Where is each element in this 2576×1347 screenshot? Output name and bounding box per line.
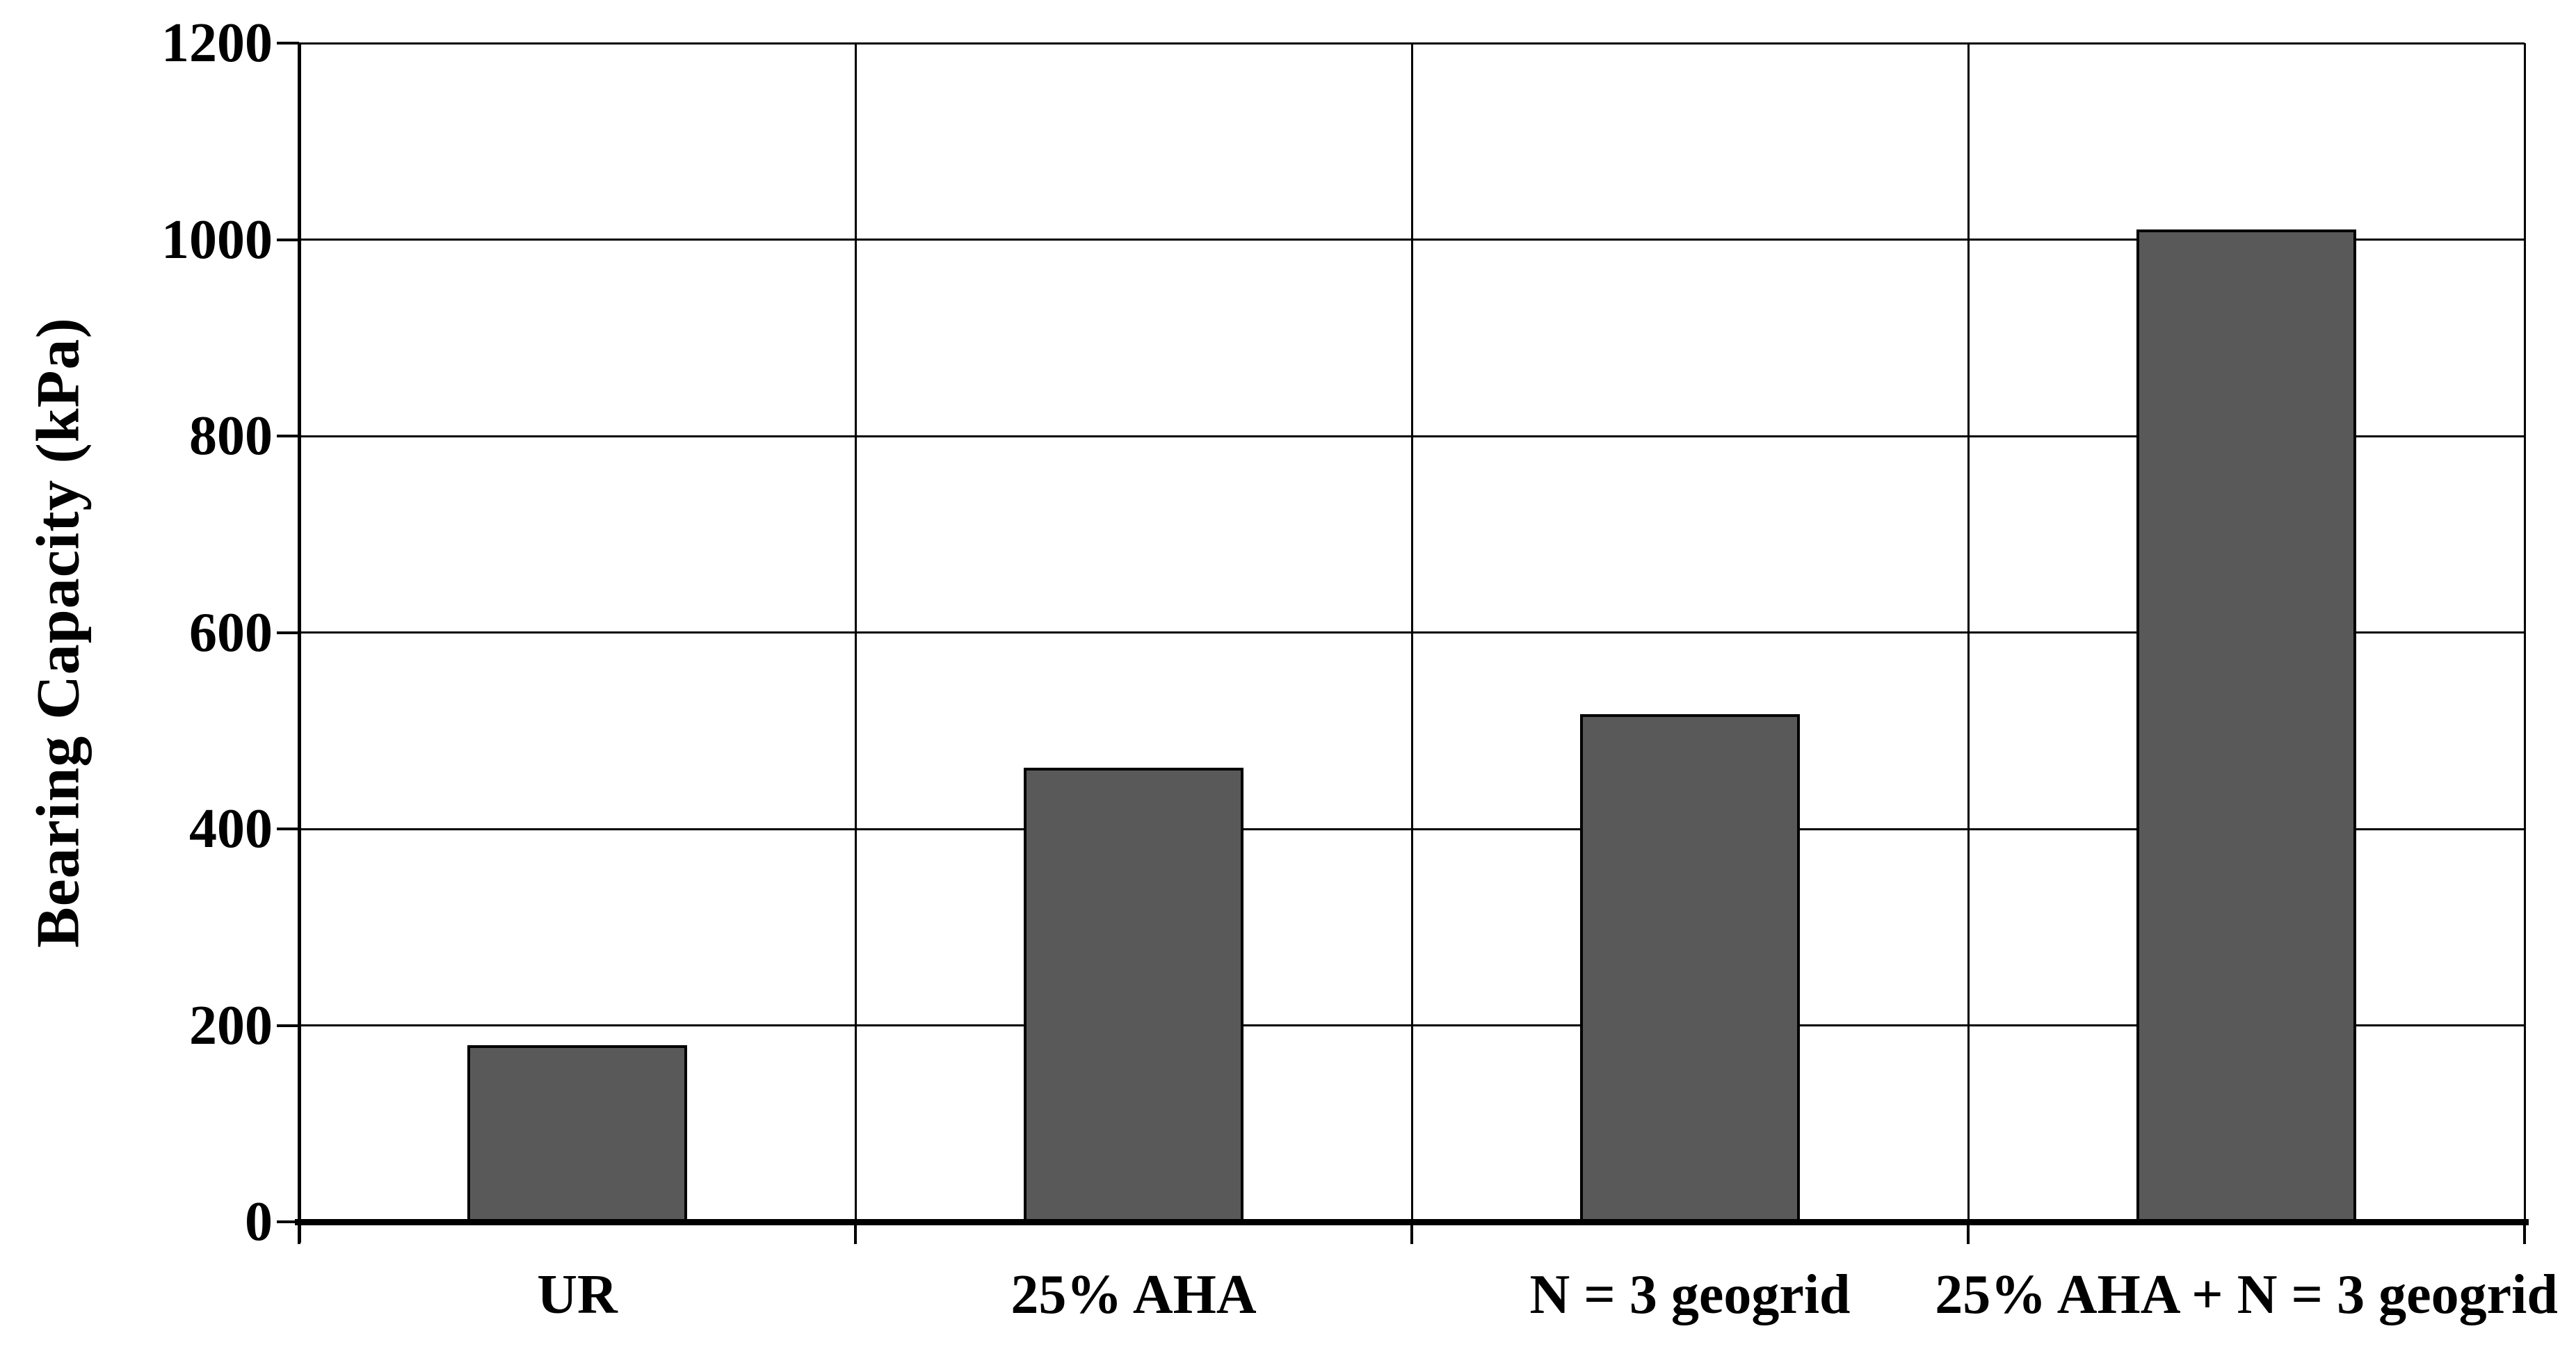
bar-25-aha-n-3-geogrid	[2136, 229, 2356, 1222]
gridline-vertical	[854, 43, 857, 1222]
y-tick-label: 1000	[161, 209, 273, 271]
y-axis-tick	[277, 1220, 299, 1223]
gridline-vertical	[1967, 43, 1970, 1222]
x-axis-tick	[298, 1222, 300, 1244]
x-category-label: N = 3 geogrid	[1529, 1264, 1851, 1325]
bar-25-aha	[1024, 768, 1243, 1222]
gridline-vertical	[1410, 43, 1413, 1222]
y-tick-label: 600	[189, 602, 273, 663]
y-axis-tick	[277, 828, 299, 830]
x-category-label: 25% AHA + N = 3 geogrid	[1935, 1264, 2558, 1325]
x-axis-tick	[854, 1222, 857, 1244]
y-axis-line	[297, 43, 301, 1243]
y-axis-tick	[277, 631, 299, 634]
y-axis-tick	[277, 42, 299, 45]
x-category-label: UR	[537, 1264, 618, 1325]
y-axis-tick	[277, 238, 299, 241]
y-tick-label: 0	[245, 1191, 273, 1252]
y-tick-label: 1200	[161, 13, 273, 74]
x-axis-tick	[2523, 1222, 2526, 1244]
y-tick-label: 800	[189, 405, 273, 467]
bar-ur	[467, 1044, 687, 1222]
x-axis-tick	[1410, 1222, 1413, 1244]
y-tick-label: 400	[189, 798, 273, 860]
x-axis-tick	[1967, 1222, 1970, 1244]
y-axis-tick	[277, 435, 299, 437]
y-axis-tick	[277, 1024, 299, 1027]
y-tick-label: 200	[189, 994, 273, 1056]
bar-n-3-geogrid	[1580, 713, 1800, 1222]
x-category-label: 25% AHA	[1011, 1264, 1257, 1325]
gridline-vertical	[2523, 43, 2526, 1222]
